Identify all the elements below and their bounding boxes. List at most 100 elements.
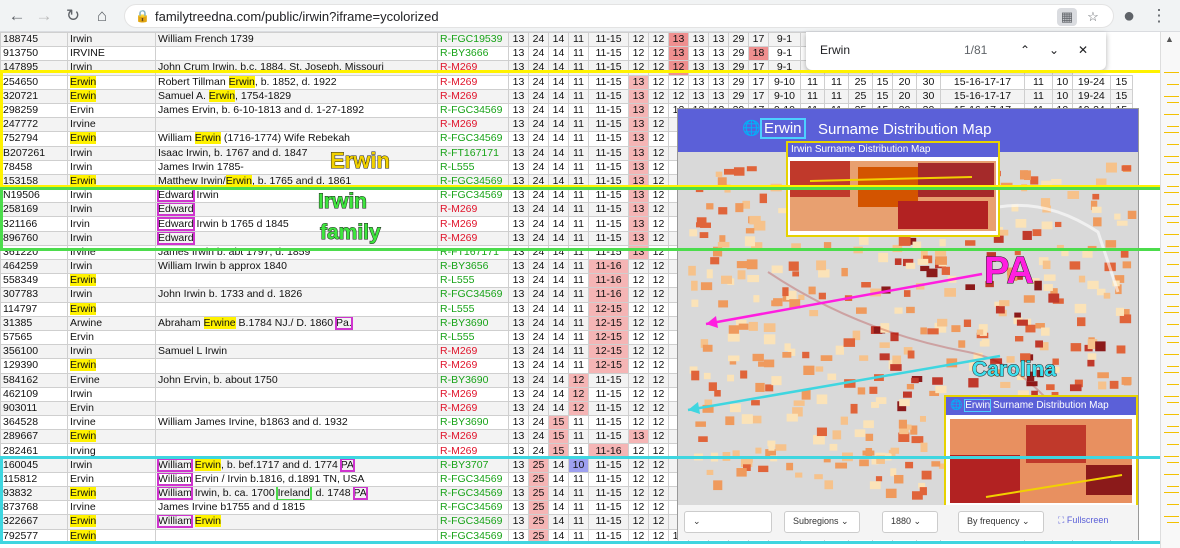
county-cell — [1014, 312, 1021, 320]
scrollbar-match-tick — [1167, 324, 1179, 325]
menu-dots-icon[interactable]: ⋮ — [1150, 6, 1168, 25]
scrollbar-match-tick — [1167, 306, 1179, 307]
bookmark-star-icon[interactable]: ☆ — [1087, 9, 1099, 24]
marker-value: 14 — [548, 273, 569, 289]
county-cell — [932, 377, 943, 385]
table-row[interactable]: 254650 Erwin Robert Tillman Erwin, b. 1852… — [0, 74, 1133, 90]
county-cell — [1093, 217, 1102, 227]
ancestor: John Ervin, b. about 1750 — [155, 372, 438, 388]
marker-value: 17 — [748, 88, 769, 104]
frequency-select[interactable]: By frequency ⌄ — [958, 511, 1044, 533]
surname: Irwin — [67, 344, 156, 360]
irwin-family-box — [0, 187, 1172, 251]
county-cell — [1052, 358, 1059, 365]
find-query[interactable]: Erwin — [820, 43, 851, 57]
scrollbar[interactable]: ▲ — [1160, 32, 1180, 548]
ancestor — [155, 443, 438, 459]
find-next-icon[interactable]: ⌄ — [1049, 43, 1060, 57]
fullscreen-button[interactable]: ⛶ Fullscreen — [1058, 515, 1108, 526]
reload-icon[interactable]: ↻ — [65, 6, 81, 25]
marker-value: 24 — [528, 372, 549, 388]
county-cell — [771, 376, 782, 386]
county-cell — [1025, 324, 1036, 333]
county-cell — [813, 435, 825, 445]
county-cell — [733, 167, 745, 176]
address-bar[interactable]: 🔒 familytreedna.com/public/irwin?iframe=… — [124, 4, 1114, 28]
scrollbar-match-tick — [1167, 84, 1179, 85]
back-icon[interactable]: ← — [8, 6, 26, 25]
forward-icon[interactable]: → — [35, 6, 53, 25]
county-cell — [691, 299, 699, 307]
marker-value: 12 — [648, 32, 669, 48]
county-cell — [1082, 249, 1093, 258]
county-cell — [1091, 206, 1102, 213]
scroll-up-icon[interactable]: ▲ — [1165, 34, 1174, 44]
marker-value: 11-15 — [588, 485, 629, 502]
ancestor — [155, 117, 438, 133]
marker-value: 11 — [568, 287, 589, 303]
county-cell — [746, 259, 758, 270]
county-cell — [765, 449, 776, 459]
county-cell — [1121, 376, 1132, 385]
frequency-label: By frequency — [967, 516, 1020, 526]
marker-value: 12 — [648, 429, 669, 445]
county-cell — [727, 355, 740, 362]
region-select[interactable]: ⌄ — [684, 511, 772, 533]
county-cell — [759, 193, 768, 204]
kit-number: 913750 — [0, 46, 68, 62]
scrollbar-match-tick — [1164, 492, 1179, 493]
ancestor — [155, 46, 438, 62]
marker-value: 11 — [568, 344, 589, 360]
county-cell — [890, 447, 900, 454]
first-name-highlight: Edward — [157, 189, 195, 202]
county-cell — [1095, 341, 1106, 352]
county-cell — [745, 228, 755, 234]
county-cell — [915, 283, 925, 290]
county-cell — [935, 256, 947, 265]
county-cell — [944, 288, 956, 297]
county-cell — [755, 447, 762, 454]
county-cell — [1051, 178, 1062, 185]
county-cell — [691, 370, 700, 381]
haplogroup: R-M269 — [437, 400, 509, 417]
marker-value: 13 — [508, 386, 529, 402]
county-cell — [875, 397, 887, 404]
marker-value: 12 — [568, 400, 589, 417]
home-icon[interactable]: ⌂ — [96, 6, 108, 25]
county-cell — [755, 382, 765, 392]
marker-value: 24 — [528, 301, 549, 317]
marker-value: 25 — [528, 457, 549, 473]
marker-value: 11-15 — [588, 415, 629, 431]
county-cell — [746, 166, 757, 172]
find-bar: Erwin 1/81 ⌃ ⌄ ✕ — [806, 32, 1106, 70]
county-cell — [713, 480, 723, 491]
first-name-highlight: Edward — [157, 217, 195, 231]
county-cell — [841, 267, 848, 277]
county-cell — [979, 326, 987, 336]
county-cell — [782, 287, 789, 297]
scrollbar-match-tick — [1164, 96, 1179, 97]
subregions-select[interactable]: Subregions ⌄ — [784, 511, 860, 533]
county-cell — [890, 468, 897, 477]
marker-value: 14 — [548, 230, 569, 246]
find-close-icon[interactable]: ✕ — [1078, 43, 1089, 57]
marker-value: 12 — [648, 287, 669, 303]
marker-value: 11 — [568, 258, 589, 275]
ancestor: Edward — [155, 202, 438, 218]
marker-value: 13 — [688, 32, 709, 48]
county-cell — [740, 458, 753, 468]
county-cell — [699, 232, 709, 239]
ancestor: Edward Irwin — [155, 188, 438, 204]
marker-value: 11-16 — [588, 273, 629, 289]
find-in-page-icon[interactable]: ▦ — [1057, 8, 1077, 26]
county-cell — [700, 222, 711, 228]
surname: Irvine — [67, 117, 156, 133]
county-cell — [815, 366, 824, 372]
year-select[interactable]: 1880 ⌄ — [882, 511, 938, 533]
county-cell — [911, 491, 923, 500]
marker-value: 12 — [648, 46, 669, 62]
profile-icon[interactable]: ● — [1122, 5, 1136, 27]
find-prev-icon[interactable]: ⌃ — [1020, 43, 1031, 57]
county-cell — [898, 236, 911, 246]
